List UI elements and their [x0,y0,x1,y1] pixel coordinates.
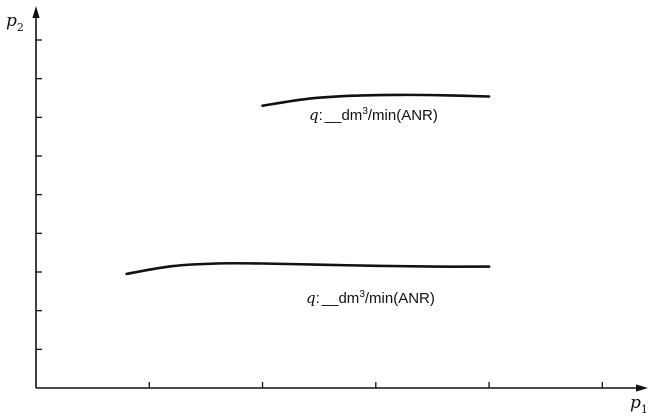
curve-label-blank: __ [324,107,342,124]
curve-label-q: q [306,289,316,307]
series-line-lower [125,261,491,276]
x-axis-label-sub: 1 [641,403,648,416]
curve-label-blank: __ [321,290,339,307]
curve-label-upper: q: __dm3/min(ANR) [309,106,438,124]
axes [32,6,648,392]
curve-label-unit-sup: 3 [362,106,368,117]
curve-label-lower: q: __dm3/min(ANR) [306,289,435,307]
curve-label-unit-post: /min(ANR) [365,290,435,307]
curve-label-sep: : [316,290,320,307]
y-axis-label-main: p [6,11,17,31]
y-axis-label: p2 [6,11,24,34]
x-ticks [148,382,603,388]
series-line-upper [261,93,491,107]
y-axis-label-sub: 2 [17,21,24,34]
curve-label-unit-pre: dm [338,290,359,307]
y-axis-arrow [32,6,40,18]
x-axis-label: p1 [630,393,648,416]
curve-label-unit-post: /min(ANR) [368,107,438,124]
curve-label-sep: : [319,107,323,124]
series-group [125,93,491,276]
x-axis-arrow [636,384,648,392]
curve-label-unit-pre: dm [341,107,362,124]
curve-label-q: q [309,106,319,124]
x-axis-label-main: p [630,393,641,413]
y-ticks [36,39,42,350]
curve-label-unit-sup: 3 [359,289,365,300]
